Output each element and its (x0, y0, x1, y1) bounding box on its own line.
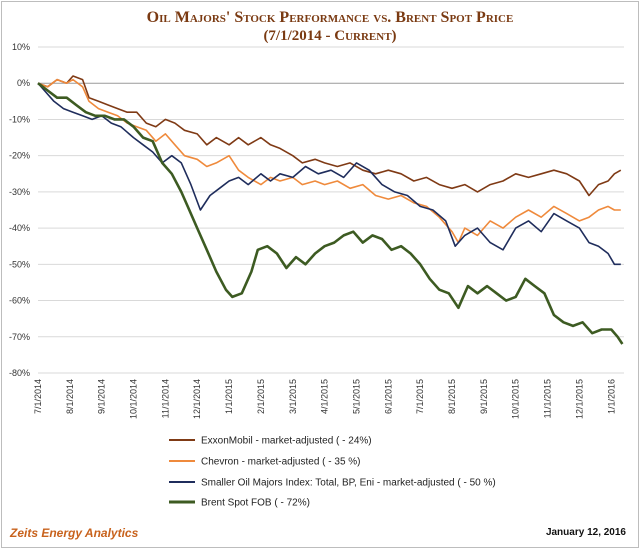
legend-label-1: ExxonMobil - market-adjusted ( - 24%) (201, 436, 372, 447)
y-tick-label: -10% (9, 114, 30, 124)
x-tick-label: 5/1/2015 (351, 379, 361, 414)
y-tick-label: -40% (9, 223, 30, 233)
x-tick-label: 11/1/2014 (160, 379, 170, 418)
y-tick-label: -20% (9, 151, 30, 161)
x-tick-label: 9/1/2014 (97, 379, 107, 414)
series-line-3 (37, 82, 621, 266)
y-tick-label: -50% (9, 259, 30, 269)
x-tick-label: 1/1/2016 (606, 379, 616, 414)
x-tick-label: 8/1/2015 (447, 379, 457, 414)
x-tick-label: 6/1/2015 (383, 379, 393, 414)
series-line-4 (37, 82, 624, 345)
y-tick-label: -80% (9, 368, 30, 378)
date-label: January 12, 2016 (545, 527, 626, 538)
x-axis: 7/1/2014 8/1/2014 9/1/2014 10/1/2014 11/1/20… (33, 379, 616, 419)
x-tick-label: 7/1/2014 (33, 379, 43, 414)
legend-label-4: Brent Spot FOB ( - 72%) (201, 498, 310, 509)
series-line-2 (37, 78, 621, 244)
chart-title: Oil Majors' Stock Performance vs. Brent … (147, 9, 514, 26)
y-tick-label: 10% (12, 42, 30, 52)
y-tick-label: -60% (9, 296, 30, 306)
y-tick-label: -30% (9, 187, 30, 197)
x-tick-label: 10/1/2015 (511, 379, 521, 419)
x-tick-label: 3/1/2015 (288, 379, 298, 414)
grid (38, 46, 624, 374)
x-tick-label: 9/1/2015 (479, 379, 489, 414)
x-tick-label: 2/1/2015 (256, 379, 266, 414)
legend: ExxonMobil - market-adjusted ( - 24%) Che… (169, 436, 496, 509)
y-tick-label: 0% (17, 78, 30, 88)
series-line-1 (37, 75, 622, 197)
chart-subtitle: (7/1/2014 - Current) (263, 28, 396, 44)
x-tick-label: 7/1/2015 (415, 379, 425, 414)
x-tick-label: 8/1/2014 (65, 379, 75, 414)
x-tick-label: 12/1/2015 (574, 379, 584, 419)
legend-label-3: Smaller Oil Majors Index: Total, BP, Eni… (201, 478, 496, 489)
legend-label-2: Chevron - market-adjusted ( - 35 %) (201, 457, 361, 468)
x-tick-label: 12/1/2014 (192, 379, 202, 419)
source-label: Zeits Energy Analytics (10, 526, 139, 540)
series-lines (37, 75, 624, 345)
y-tick-label: -70% (9, 332, 30, 342)
x-tick-label: 11/1/2015 (543, 379, 553, 418)
x-tick-label: 1/1/2015 (224, 379, 234, 414)
y-axis: 10% 0% -10% -20% -30% -40% -50% -60% -70% -80% (9, 42, 30, 378)
x-tick-label: 10/1/2014 (129, 379, 139, 419)
x-tick-label: 4/1/2015 (320, 379, 330, 414)
